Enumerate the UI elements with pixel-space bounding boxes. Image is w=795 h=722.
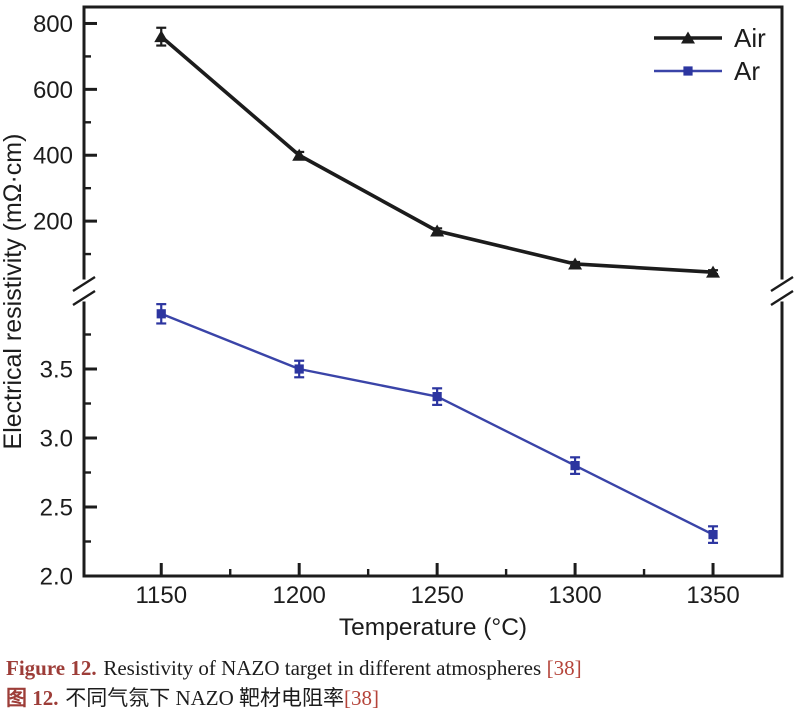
break-slash-icon [770, 275, 794, 293]
break-slash-icon [770, 289, 794, 307]
triangle-marker-icon [154, 30, 169, 43]
x-axis-title: Temperature (°C) [339, 614, 527, 641]
caption-line-zh: 图 12. 不同气氛下 NAZO 靶材电阻率[38] [6, 684, 795, 714]
triangle-marker-icon [706, 265, 721, 278]
x-tick-label: 1350 [686, 582, 739, 609]
series-ar [156, 303, 719, 544]
triangle-marker-icon [568, 257, 583, 270]
x-tick-label: 1300 [548, 582, 601, 609]
resistivity-chart: 200 400 600 800 2.0 2.5 3.0 3.5 1150 1200 1250 1300… [0, 5, 794, 641]
caption-ref-zh: [38] [344, 685, 380, 710]
figure-caption: Figure 12. Resistivity of NAZO target in … [6, 654, 795, 714]
y-tick-label: 3.0 [40, 426, 73, 453]
y-axis-title: Electrical resistivity (mΩ·cm) [0, 134, 27, 450]
x-tick-label: 1250 [410, 582, 463, 609]
square-marker-icon [156, 309, 166, 319]
square-marker-icon [683, 66, 693, 76]
triangle-marker-icon [430, 224, 445, 237]
legend-entry-ar: Ar [654, 56, 760, 86]
x-tick-label: 1150 [135, 582, 187, 609]
legend-label: Ar [734, 56, 760, 86]
square-marker-icon [432, 392, 442, 402]
series-line [160, 312, 714, 536]
x-axis: 1150 1200 1250 1300 1350 [135, 563, 740, 609]
legend-label: Air [734, 23, 766, 53]
break-slash-icon [72, 275, 96, 293]
y-tick-label: 600 [33, 77, 73, 104]
square-marker-icon [570, 461, 580, 471]
caption-text-en: Resistivity of NAZO target in different … [103, 656, 542, 680]
y-tick-label: 800 [33, 11, 73, 38]
y-tick-label: 400 [33, 143, 73, 170]
y-tick-label: 200 [33, 209, 73, 236]
caption-prefix-en: Figure 12. [6, 656, 97, 680]
triangle-marker-icon [292, 148, 307, 161]
y-axis: 200 400 600 800 2.0 2.5 3.0 3.5 [33, 11, 97, 591]
break-slash-icon [72, 289, 96, 307]
axes [82, 5, 784, 578]
legend-entry-air: Air [654, 23, 766, 53]
caption-line-en: Figure 12. Resistivity of NAZO target in … [6, 654, 795, 684]
axis-break-marks [72, 275, 794, 307]
caption-text-zh: 不同气氛下 NAZO 靶材电阻率 [65, 685, 345, 710]
square-marker-icon [708, 530, 718, 540]
square-marker-icon [294, 364, 304, 374]
series-air [154, 26, 721, 278]
caption-prefix-zh: 图 12. [6, 685, 59, 710]
series-line [160, 35, 714, 274]
x-tick-label: 1200 [272, 582, 325, 609]
triangle-marker-icon [681, 31, 695, 44]
y-tick-label: 3.5 [40, 357, 73, 384]
y-tick-label: 2.5 [40, 495, 73, 522]
y-tick-label: 2.0 [40, 564, 73, 591]
caption-ref-en: [38] [546, 656, 582, 680]
